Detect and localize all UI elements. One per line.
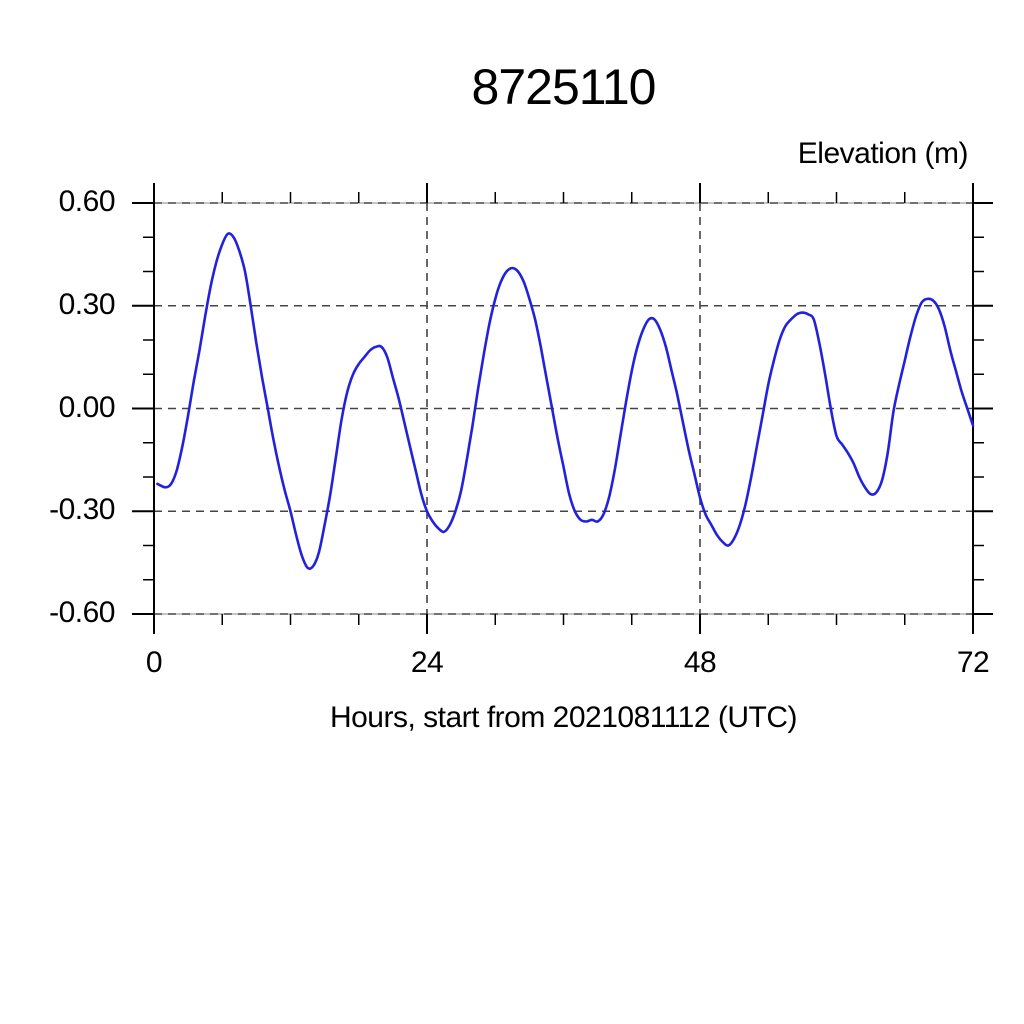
x-tick-label-48: 48 xyxy=(683,646,717,679)
y-tick-label-0.30: 0.30 xyxy=(58,287,116,321)
x-tick-label-72: 72 xyxy=(956,646,990,679)
chart-title: 8725110 xyxy=(471,59,657,115)
y-tick-label-0.60: 0.60 xyxy=(58,185,116,218)
y-tick-label--0.30: -0.30 xyxy=(49,493,115,527)
x-tick-label-0: 0 xyxy=(145,646,163,679)
tide-curve xyxy=(156,232,975,570)
y-tick-label--0.60: -0.60 xyxy=(49,596,115,629)
y-tick-label-0.00: 0.00 xyxy=(58,390,116,424)
y-axis-title: Elevation (m) xyxy=(797,137,969,170)
x-axis-label: Hours, start from 2021081112 (UTC) xyxy=(329,701,798,734)
x-tick-label-24: 24 xyxy=(410,646,444,679)
